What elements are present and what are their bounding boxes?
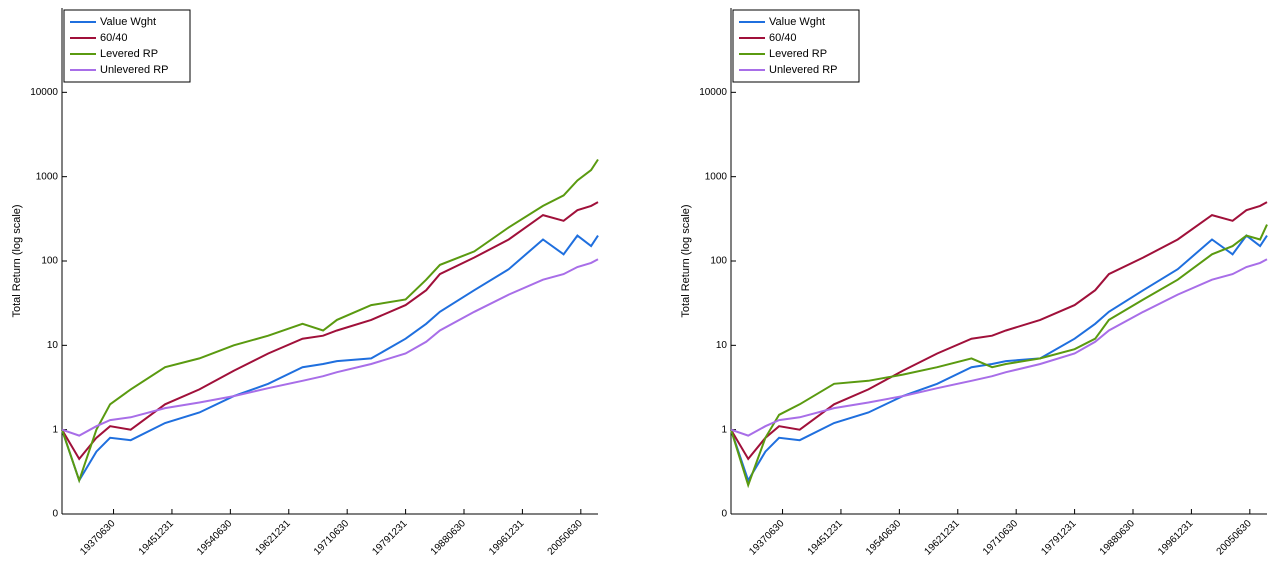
legend-label: Unlevered RP <box>769 64 837 76</box>
series-line <box>61 258 599 437</box>
x-tick-label: 19540630 <box>864 518 904 558</box>
x-tick-label: 19621231 <box>254 518 294 558</box>
y-tick-label: 1000 <box>36 171 59 182</box>
legend-label: Value Wght <box>769 16 825 28</box>
x-tick-label: 19880630 <box>429 518 469 558</box>
y-axis-label: Total Return (log scale) <box>11 204 23 317</box>
x-tick-label: 19370630 <box>747 518 787 558</box>
x-tick-label: 19710630 <box>312 518 352 558</box>
y-tick-label: 10000 <box>30 87 58 98</box>
x-tick-label: 19710630 <box>981 518 1021 558</box>
x-tick-label: 19961231 <box>1156 518 1196 558</box>
x-tick-label: 19621231 <box>923 518 963 558</box>
chart-panel: 0 1 10 100 1000 10000 19370630 19451231 19540630… <box>680 8 1268 558</box>
series-line <box>61 201 599 461</box>
y-tick-label: 0 <box>721 509 727 520</box>
series-line <box>730 201 1268 461</box>
legend-label: 60/40 <box>100 32 128 44</box>
series-line <box>730 258 1268 437</box>
x-tick-label: 19540630 <box>195 518 235 558</box>
x-tick-label: 19370630 <box>78 518 118 558</box>
legend-label: 60/40 <box>769 32 797 44</box>
y-tick-label: 10 <box>47 340 59 351</box>
x-tick-label: 19880630 <box>1098 518 1138 558</box>
x-tick-label: 19791231 <box>370 518 410 558</box>
legend: Value Wght 60/40 Levered RP Unlevered RP <box>732 9 860 83</box>
legend-label: Unlevered RP <box>100 64 168 76</box>
x-tick-label: 19791231 <box>1039 518 1079 558</box>
y-tick-label: 1 <box>721 424 727 435</box>
y-tick-label: 0 <box>52 509 58 520</box>
legend-label: Value Wght <box>100 16 156 28</box>
series-line <box>730 234 1268 483</box>
y-axis-label: Total Return (log scale) <box>680 204 692 317</box>
chart-panel: 0 1 10 100 1000 10000 19370630 19451231 19540630… <box>11 8 599 558</box>
y-tick-label: 10 <box>716 340 728 351</box>
series-line <box>61 234 599 483</box>
series-line <box>61 158 599 484</box>
legend: Value Wght 60/40 Levered RP Unlevered RP <box>63 9 191 83</box>
x-tick-label: 19961231 <box>487 518 527 558</box>
legend-label: Levered RP <box>769 48 827 60</box>
x-tick-label: 19451231 <box>806 518 846 558</box>
legend-label: Levered RP <box>100 48 158 60</box>
y-tick-label: 1 <box>52 424 58 435</box>
x-tick-label: 19451231 <box>137 518 177 558</box>
series-line <box>730 224 1268 489</box>
x-tick-label: 20050630 <box>546 518 586 558</box>
y-tick-label: 10000 <box>699 87 727 98</box>
y-tick-label: 100 <box>710 256 727 267</box>
x-tick-label: 20050630 <box>1215 518 1255 558</box>
y-tick-label: 100 <box>41 256 58 267</box>
y-tick-label: 1000 <box>705 171 728 182</box>
